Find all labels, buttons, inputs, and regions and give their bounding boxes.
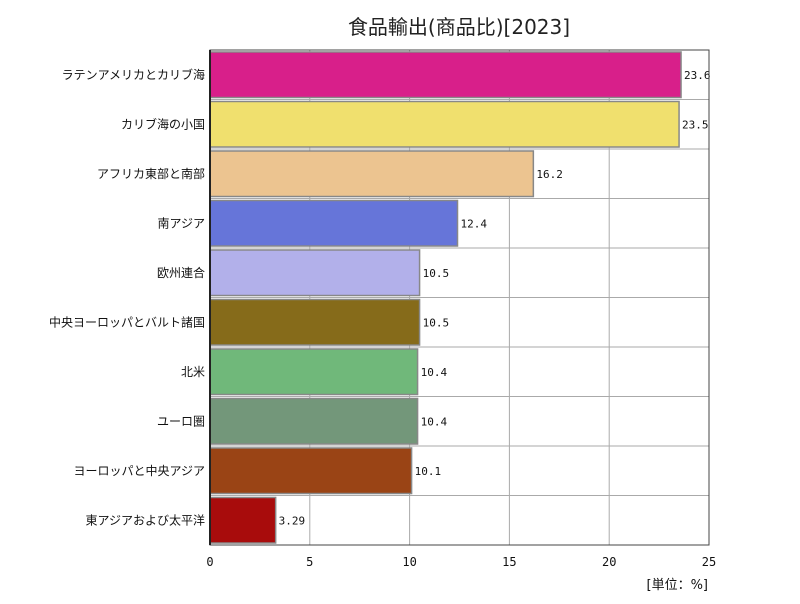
bar: [209, 447, 413, 495]
bar: [209, 249, 421, 297]
x-tick-label: 10: [402, 555, 416, 569]
x-tick-label: 20: [602, 555, 616, 569]
bars: [209, 51, 682, 544]
value-labels: 23.6 23.5 16.2 12.4 10.5 10.5 10.4 10.4 10.1 3.29: [279, 69, 711, 528]
bar: [209, 496, 277, 544]
category-labels: ラテンアメリカとカリブ海カリブ海の小国アフリカ東部と南部南アジア欧州連合中央ヨー…: [49, 67, 205, 528]
x-tick-label: 25: [702, 555, 716, 569]
bar: [209, 150, 535, 198]
value-label: 10.4: [421, 415, 448, 428]
bar: [209, 199, 459, 247]
bar: [209, 298, 421, 346]
x-tick-label: 15: [502, 555, 516, 569]
bar: [209, 348, 419, 396]
category-label: 中央ヨーロッパとバルト諸国: [49, 314, 205, 329]
bar: [209, 100, 680, 148]
category-label: ユーロ圏: [157, 414, 205, 428]
category-label: ラテンアメリカとカリブ海: [62, 67, 205, 82]
category-label: 欧州連合: [157, 265, 205, 280]
bar: [209, 397, 419, 445]
category-label: カリブ海の小国: [121, 116, 205, 131]
value-label: 23.6: [684, 69, 711, 82]
bar: [209, 51, 682, 99]
x-tick-label: 0: [206, 555, 213, 569]
value-label: 12.4: [461, 217, 488, 230]
value-label: 10.5: [423, 267, 450, 280]
category-label: 東アジアおよび太平洋: [85, 512, 205, 527]
value-label: 3.29: [279, 514, 306, 527]
value-label: 10.5: [423, 316, 450, 329]
category-label: 北米: [181, 365, 205, 379]
category-label: 南アジア: [157, 215, 205, 230]
unit-label: [単位：%]: [647, 577, 709, 593]
value-label: 16.2: [536, 168, 563, 181]
category-label: アフリカ東部と南部: [97, 166, 205, 181]
value-label: 23.5: [682, 118, 709, 131]
x-axis-ticks: 0 5 10 15 20 25: [206, 555, 716, 569]
x-tick-label: 5: [306, 555, 313, 569]
category-label: ヨーロッパと中央アジア: [73, 463, 205, 478]
value-label: 10.1: [415, 465, 442, 478]
value-label: 10.4: [421, 366, 448, 379]
chart-title: 食品輸出(商品比)[2023]: [348, 15, 570, 39]
